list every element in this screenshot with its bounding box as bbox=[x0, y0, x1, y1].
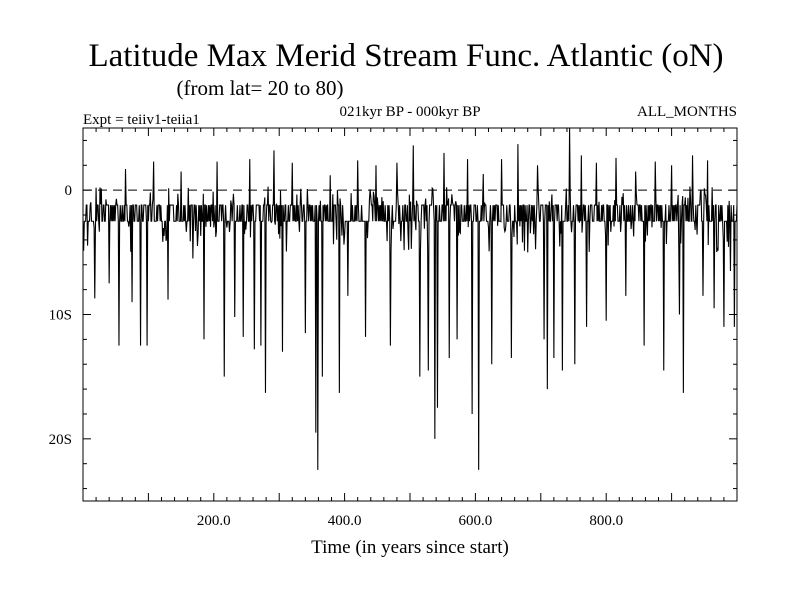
x-axis-label: Time (in years since start) bbox=[311, 537, 509, 558]
stream-function-series-line bbox=[82, 127, 738, 470]
x-tick-label: 400.0 bbox=[328, 513, 362, 529]
x-tick-label: 200.0 bbox=[197, 513, 231, 529]
chart-subtitle: (from lat= 20 to 80) bbox=[177, 76, 344, 100]
months-label: ALL_MONTHS bbox=[637, 104, 737, 120]
experiment-label: Expt = teiiv1-teiia1 bbox=[83, 112, 200, 128]
y-tick-label: 10S bbox=[49, 308, 72, 324]
period-label: 021kyr BP - 000kyr BP bbox=[339, 104, 480, 120]
y-tick-label: 0 bbox=[65, 183, 73, 199]
y-tick-label: 20S bbox=[49, 432, 72, 448]
x-tick-label: 800.0 bbox=[589, 513, 623, 529]
chart-title: Latitude Max Merid Stream Func. Atlantic… bbox=[88, 38, 723, 74]
x-tick-label: 600.0 bbox=[459, 513, 493, 529]
